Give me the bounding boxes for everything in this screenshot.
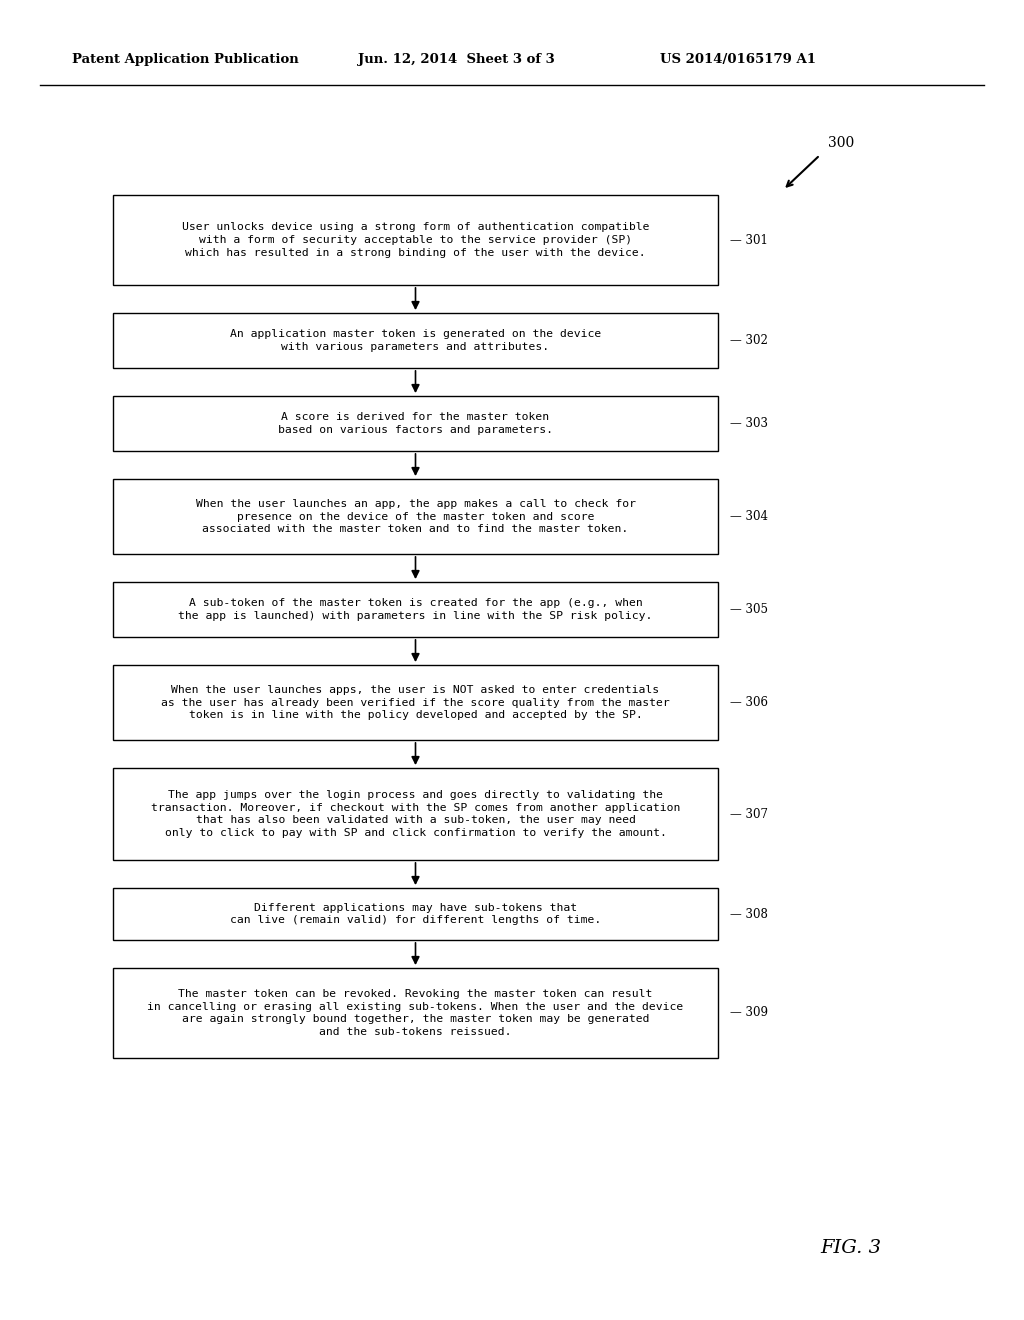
Text: — 308: — 308 bbox=[730, 908, 768, 920]
Text: Jun. 12, 2014  Sheet 3 of 3: Jun. 12, 2014 Sheet 3 of 3 bbox=[358, 54, 555, 66]
Text: The app jumps over the login process and goes directly to validating the
transac: The app jumps over the login process and… bbox=[151, 789, 680, 838]
Text: When the user launches apps, the user is NOT asked to enter credentials
as the u: When the user launches apps, the user is… bbox=[161, 685, 670, 721]
Bar bbox=[113, 582, 718, 638]
Text: — 305: — 305 bbox=[730, 603, 768, 616]
Text: Different applications may have sub-tokens that
can live (remain valid) for diff: Different applications may have sub-toke… bbox=[229, 903, 601, 925]
Text: — 307: — 307 bbox=[730, 808, 768, 821]
Bar bbox=[113, 313, 718, 368]
Text: 300: 300 bbox=[828, 136, 854, 150]
Text: FIG. 3: FIG. 3 bbox=[820, 1239, 881, 1257]
Text: — 303: — 303 bbox=[730, 417, 768, 430]
Text: User unlocks device using a strong form of authentication compatible
with a form: User unlocks device using a strong form … bbox=[181, 222, 649, 257]
Text: When the user launches an app, the app makes a call to check for
presence on the: When the user launches an app, the app m… bbox=[196, 499, 636, 535]
Bar bbox=[113, 768, 718, 861]
Bar bbox=[113, 968, 718, 1059]
Text: — 306: — 306 bbox=[730, 696, 768, 709]
Text: US 2014/0165179 A1: US 2014/0165179 A1 bbox=[660, 54, 816, 66]
Text: — 304: — 304 bbox=[730, 510, 768, 523]
Text: — 301: — 301 bbox=[730, 234, 768, 247]
Bar bbox=[113, 195, 718, 285]
Text: A score is derived for the master token
based on various factors and parameters.: A score is derived for the master token … bbox=[278, 412, 553, 434]
Bar bbox=[113, 888, 718, 940]
Text: — 309: — 309 bbox=[730, 1006, 768, 1019]
Bar bbox=[113, 479, 718, 554]
Bar bbox=[113, 396, 718, 451]
Text: — 302: — 302 bbox=[730, 334, 768, 347]
Text: Patent Application Publication: Patent Application Publication bbox=[72, 54, 299, 66]
Text: A sub-token of the master token is created for the app (e.g., when
the app is la: A sub-token of the master token is creat… bbox=[178, 598, 652, 620]
Text: The master token can be revoked. Revoking the master token can result
in cancell: The master token can be revoked. Revokin… bbox=[147, 989, 684, 1038]
Bar bbox=[113, 665, 718, 741]
Text: An application master token is generated on the device
with various parameters a: An application master token is generated… bbox=[229, 329, 601, 352]
